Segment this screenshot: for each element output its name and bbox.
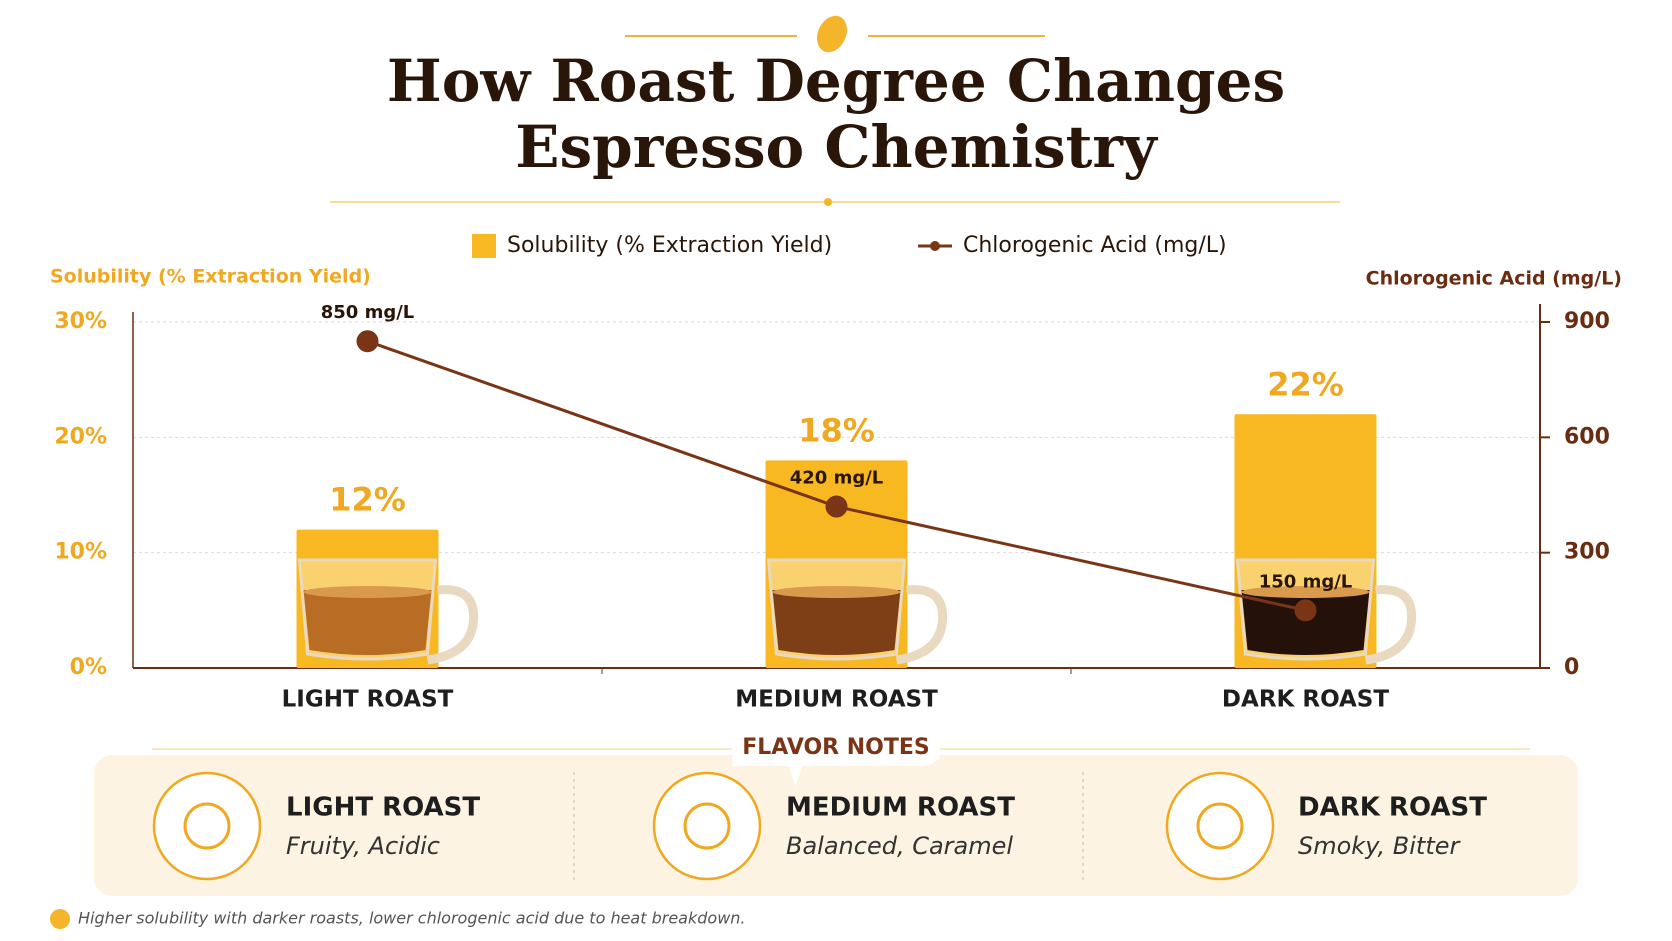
- y2-axis-label: Chlorogenic Acid (mg/L): [1366, 268, 1622, 290]
- legend-label: Chlorogenic Acid (mg/L): [963, 233, 1227, 258]
- x-tick-label: LIGHT ROAST: [282, 687, 454, 713]
- cup-coffee: [303, 590, 432, 655]
- line-value-label: 420 mg/L: [790, 468, 884, 489]
- cup-coffee: [1241, 590, 1370, 655]
- legend-swatch: [930, 241, 940, 251]
- x-tick-label: DARK ROAST: [1222, 687, 1389, 713]
- bar-value-label: 12%: [329, 481, 406, 519]
- bar-value-label: 18%: [798, 411, 875, 449]
- legend-label: Solubility (% Extraction Yield): [507, 233, 832, 258]
- line-point: [1294, 599, 1317, 622]
- line-value-label: 850 mg/L: [321, 302, 415, 323]
- note-desc: Fruity, Acidic: [286, 832, 440, 860]
- cup-handle: [426, 585, 479, 665]
- line-point: [825, 495, 848, 518]
- y-tick-label: 30%: [54, 309, 107, 334]
- decor-dot: [824, 198, 832, 206]
- y2-tick-label: 0: [1564, 655, 1579, 680]
- note-icon: [1165, 771, 1275, 881]
- notes-title: FLAVOR NOTES: [742, 735, 930, 760]
- notes-panel: [94, 755, 1578, 896]
- note-name: DARK ROAST: [1298, 793, 1487, 823]
- y-tick-label: 10%: [54, 540, 107, 565]
- y2-tick-label: 300: [1564, 540, 1610, 565]
- note-desc: Balanced, Caramel: [786, 832, 1013, 860]
- line-point: [356, 330, 379, 353]
- cup-crema: [1241, 586, 1370, 598]
- cup-handle: [895, 585, 948, 665]
- y-axis-label: Solubility (% Extraction Yield): [50, 266, 371, 288]
- cup-coffee: [772, 590, 901, 655]
- legend-swatch: [472, 234, 496, 258]
- y2-tick-label: 600: [1564, 424, 1610, 449]
- line-value-label: 150 mg/L: [1259, 571, 1353, 592]
- cup-crema: [772, 586, 901, 598]
- note-icon: [152, 771, 262, 881]
- note-name: MEDIUM ROAST: [786, 793, 1015, 823]
- cup-crema: [303, 586, 432, 598]
- bar-value-label: 22%: [1267, 365, 1344, 403]
- note-icon-art: [183, 802, 231, 850]
- y-tick-label: 0%: [70, 655, 107, 680]
- x-tick-label: MEDIUM ROAST: [735, 687, 938, 713]
- y-tick-label: 20%: [54, 424, 107, 449]
- note-icon: [50, 909, 70, 929]
- note-name: LIGHT ROAST: [286, 793, 480, 823]
- note-icon-art: [1196, 802, 1244, 850]
- bean-icon: [816, 15, 848, 53]
- note-desc: Smoky, Bitter: [1298, 832, 1462, 860]
- y2-tick-label: 900: [1564, 309, 1610, 334]
- cup-handle: [1364, 585, 1417, 665]
- note-icon: [652, 771, 762, 881]
- chart-title: How Roast Degree Changes Espresso Chemis…: [386, 47, 1286, 181]
- footnote: Higher solubility with darker roasts, lo…: [78, 909, 746, 928]
- note-icon-art: [683, 802, 731, 850]
